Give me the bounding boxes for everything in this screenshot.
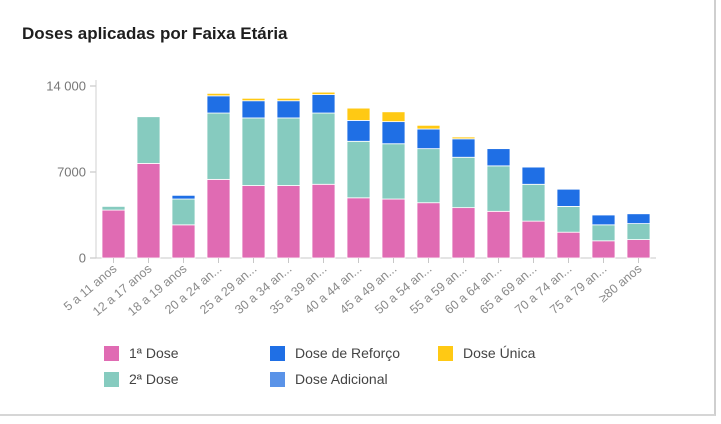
chart-card: Doses aplicadas por Faixa Etária 0 7000 14… (0, 0, 716, 416)
bar-segment[interactable] (486, 165, 511, 212)
y-tick-label: 0 (79, 251, 86, 266)
bar-segment[interactable] (451, 156, 476, 209)
bar-segment[interactable] (241, 185, 266, 259)
legend-swatch-dose1 (104, 346, 119, 361)
bar-segment[interactable] (206, 95, 231, 114)
bar-segment[interactable] (626, 223, 651, 240)
chart-title: Doses aplicadas por Faixa Etária (22, 24, 288, 43)
legend-label-reforco: Dose de Reforço (295, 345, 401, 361)
bar-segment[interactable] (521, 166, 546, 185)
bar-segment[interactable] (521, 220, 546, 259)
bar-segment[interactable] (136, 116, 161, 164)
y-tick-label: 7000 (57, 165, 86, 180)
bar-segment[interactable] (206, 178, 231, 259)
bar-segment[interactable] (171, 224, 196, 259)
bar-segment[interactable] (486, 148, 511, 167)
bar-segment[interactable] (101, 205, 126, 211)
legend-item-reforco[interactable]: Dose de Reforço (270, 344, 400, 362)
legend-swatch-reforco (270, 346, 285, 361)
bar-segment[interactable] (346, 140, 371, 199)
bar-segment[interactable] (416, 148, 441, 204)
bar-segment[interactable] (311, 91, 336, 96)
bar-segment[interactable] (206, 112, 231, 180)
bar-segment[interactable] (381, 121, 406, 145)
bar-segment[interactable] (346, 107, 371, 121)
legend-label-dose1: 1ª Dose (129, 345, 179, 361)
bar-segment[interactable] (381, 143, 406, 200)
y-tick-label: 14 000 (46, 79, 86, 94)
bar-segment[interactable] (521, 183, 546, 222)
bar-segment[interactable] (276, 117, 301, 186)
bar-segment[interactable] (556, 188, 581, 207)
bar-segment[interactable] (591, 214, 616, 226)
bar-segment[interactable] (416, 202, 441, 259)
bar-segment[interactable] (241, 97, 266, 102)
legend: 1ª Dose 2ª Dose Dose de Reforço Dose Adi… (104, 344, 624, 390)
bar-segment[interactable] (171, 194, 196, 200)
bar-segment[interactable] (101, 209, 126, 259)
legend-item-dose1[interactable]: 1ª Dose (104, 344, 179, 362)
bar-segment[interactable] (416, 128, 441, 150)
legend-swatch-unica (438, 346, 453, 361)
legend-swatch-adicional (270, 372, 285, 387)
bar-segment[interactable] (241, 117, 266, 186)
legend-label-dose2: 2ª Dose (129, 371, 179, 387)
legend-label-unica: Dose Única (463, 345, 536, 361)
bar-segment[interactable] (171, 198, 196, 226)
bars (101, 91, 651, 259)
bar-segment[interactable] (206, 92, 231, 97)
bar-segment[interactable] (311, 183, 336, 259)
bar-segment[interactable] (451, 207, 476, 259)
bar-segment[interactable] (276, 97, 301, 102)
bar-segment[interactable] (591, 240, 616, 259)
bar-segment[interactable] (311, 94, 336, 114)
legend-item-adicional[interactable]: Dose Adicional (270, 370, 388, 388)
bar-segment[interactable] (136, 162, 161, 259)
bar-segment[interactable] (486, 210, 511, 259)
bar-segment[interactable] (346, 120, 371, 142)
bar-segment[interactable] (591, 224, 616, 242)
bar-segment[interactable] (276, 185, 301, 259)
bar-segment[interactable] (241, 100, 266, 119)
bar-segment[interactable] (451, 138, 476, 158)
bar-segment[interactable] (416, 124, 441, 130)
bar-segment[interactable] (381, 111, 406, 123)
bar-segment[interactable] (276, 100, 301, 119)
legend-label-adicional: Dose Adicional (295, 371, 388, 387)
bar-segment[interactable] (556, 231, 581, 259)
legend-item-dose2[interactable]: 2ª Dose (104, 370, 179, 388)
bar-segment[interactable] (626, 239, 651, 259)
bar-segment[interactable] (311, 112, 336, 185)
bar-segment[interactable] (451, 136, 476, 140)
legend-swatch-dose2 (104, 372, 119, 387)
bar-segment[interactable] (381, 198, 406, 259)
bar-segment[interactable] (346, 197, 371, 259)
bar-segment[interactable] (556, 205, 581, 233)
legend-item-unica[interactable]: Dose Única (438, 344, 535, 362)
bar-segment[interactable] (626, 213, 651, 224)
